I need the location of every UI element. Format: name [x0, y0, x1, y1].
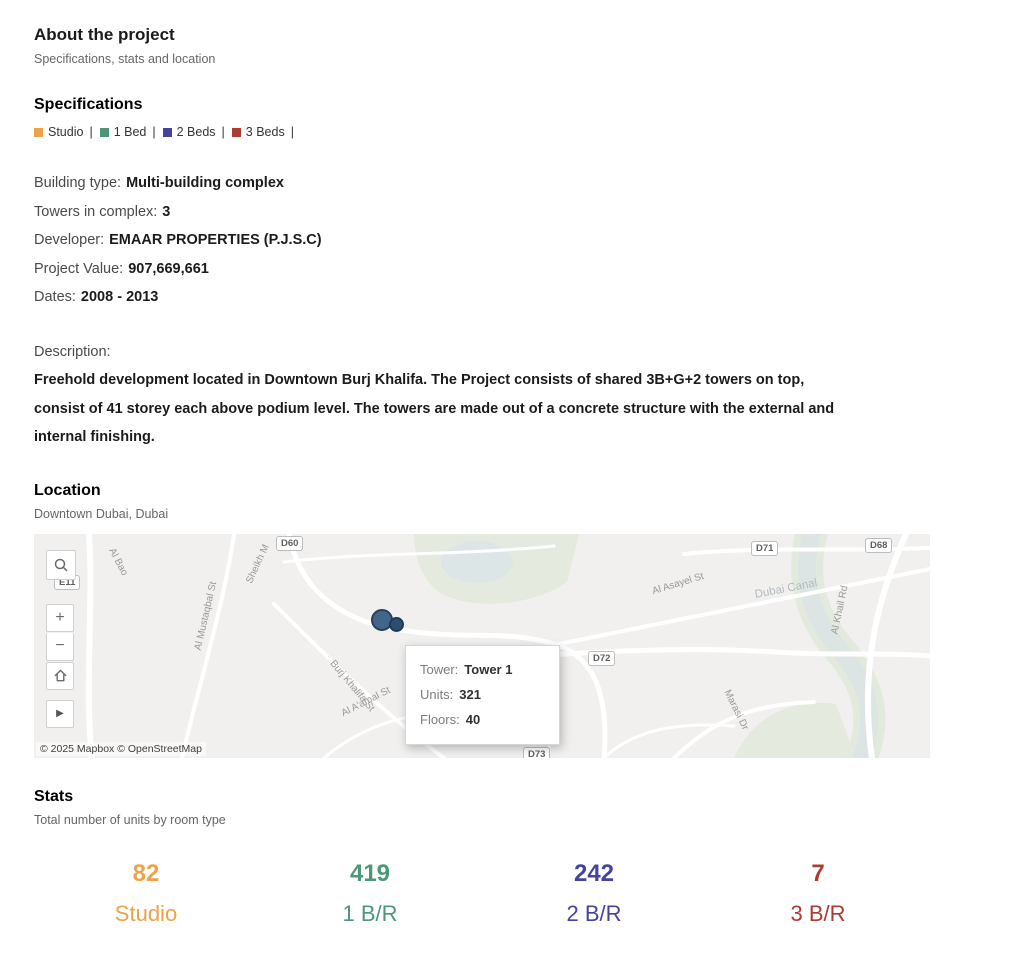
field-towers: Towers in complex: 3 — [34, 198, 990, 227]
tooltip-row-floors: Floors: 40 — [420, 707, 545, 732]
tooltip-value: Tower 1 — [464, 661, 513, 677]
legend-item-3beds: 3 Beds | — [231, 125, 294, 139]
room-type-legend: Studio | 1 Bed | 2 Beds | 3 Beds | — [34, 125, 990, 139]
tooltip-label: Tower: — [420, 661, 459, 677]
field-value: 2008 - 2013 — [80, 289, 159, 305]
map-search-button[interactable] — [46, 549, 76, 580]
tooltip-label: Units: — [420, 686, 454, 702]
field-label: Dates: — [34, 289, 76, 305]
field-label: Building type: — [34, 175, 122, 191]
field-label: Project Value: — [34, 260, 124, 277]
stat-label: 1 B/R — [342, 900, 398, 926]
legend-separator: | — [290, 125, 294, 139]
stat-3br: 7 3 B/R — [706, 860, 930, 927]
field-developer: Developer: EMAAR PROPERTIES (P.J.S.C) — [34, 226, 990, 255]
legend-separator: | — [152, 125, 156, 139]
stats-subtitle: Total number of units by room type — [34, 812, 226, 827]
map-attribution[interactable]: © 2025 Mapbox © OpenStreetMap — [36, 741, 206, 756]
tooltip-label: Floors: — [420, 711, 460, 727]
legend-swatch-studio — [34, 127, 43, 137]
tooltip-value: 40 — [465, 711, 481, 727]
stat-2br: 242 2 B/R — [482, 860, 706, 927]
field-value: 3 — [162, 203, 171, 220]
location-heading: Location — [34, 481, 101, 499]
legend-swatch-3beds — [231, 127, 241, 137]
project-fields: Building type: Multi-building complex Tow… — [34, 169, 990, 312]
map-marker-tower[interactable] — [389, 616, 404, 632]
stat-studio: 82 Studio — [34, 860, 258, 927]
stat-1br: 419 1 B/R — [258, 860, 482, 927]
page-subtitle: Specifications, stats and location — [34, 52, 216, 66]
route-shield: D71 — [751, 540, 779, 556]
map-controls-expand-button[interactable]: ▶ — [46, 699, 74, 728]
stats-row: 82 Studio 419 1 B/R 242 2 B/R 7 3 B/R — [34, 860, 990, 927]
legend-label-3beds: 3 Beds — [245, 125, 285, 139]
route-shield: D73 — [523, 746, 551, 758]
stat-value: 82 — [132, 859, 160, 887]
legend-separator: | — [89, 125, 93, 139]
zoom-out-button[interactable]: − — [46, 632, 74, 661]
tooltip-value: 321 — [459, 686, 481, 702]
tooltip-row-units: Units: 321 — [420, 682, 545, 707]
zoom-home-button[interactable] — [46, 661, 74, 690]
legend-item-studio: Studio | — [34, 125, 93, 139]
field-project-value: Project Value: 907,669,661 — [34, 255, 990, 284]
location-subtitle: Downtown Dubai, Dubai — [34, 506, 169, 521]
field-label: Towers in complex: — [34, 203, 158, 220]
description-label: Description: — [34, 343, 111, 360]
specifications-heading: Specifications — [34, 96, 143, 113]
route-shield: D68 — [865, 537, 893, 553]
map[interactable]: Al Bao Al Mustaqbal St Sheikh M Burj Kha… — [34, 533, 930, 758]
legend-item-2beds: 2 Beds | — [162, 125, 225, 139]
field-value: Multi-building complex — [126, 175, 284, 191]
description-text: Freehold development located in Downtown… — [34, 372, 835, 446]
stat-label: Studio — [114, 900, 178, 926]
legend-label-2beds: 2 Beds — [176, 125, 216, 139]
field-value: 907,669,661 — [128, 260, 209, 277]
zoom-in-button[interactable]: + — [46, 603, 74, 632]
tooltip-row-tower: Tower: Tower 1 — [420, 657, 545, 682]
legend-swatch-1bed — [99, 127, 109, 137]
stat-value: 242 — [573, 859, 615, 887]
home-icon — [54, 669, 66, 682]
stat-value: 7 — [811, 859, 825, 887]
map-tooltip: Tower: Tower 1 Units: 321 Floors: 40 — [405, 644, 560, 745]
field-building-type: Building type: Multi-building complex — [34, 169, 990, 198]
stats-heading: Stats — [34, 787, 74, 805]
stat-label: 3 B/R — [790, 900, 846, 926]
stat-value: 419 — [349, 859, 391, 887]
legend-separator: | — [221, 125, 225, 139]
legend-label-1bed: 1 Bed — [113, 125, 147, 139]
dashboard: About the project Specifications, stats … — [34, 25, 990, 927]
legend-item-1bed: 1 Bed | — [99, 125, 156, 139]
field-value: EMAAR PROPERTIES (P.J.S.C) — [109, 232, 322, 248]
legend-swatch-2beds — [162, 127, 172, 137]
route-shield: D60 — [276, 535, 304, 551]
page-title: About the project — [34, 25, 175, 44]
search-icon — [54, 558, 68, 572]
legend-label-studio: Studio — [48, 125, 84, 139]
field-dates: Dates: 2008 - 2013 — [34, 283, 990, 312]
field-label: Developer: — [34, 232, 105, 248]
stat-label: 2 B/R — [566, 900, 622, 926]
route-shield: D72 — [588, 650, 616, 666]
